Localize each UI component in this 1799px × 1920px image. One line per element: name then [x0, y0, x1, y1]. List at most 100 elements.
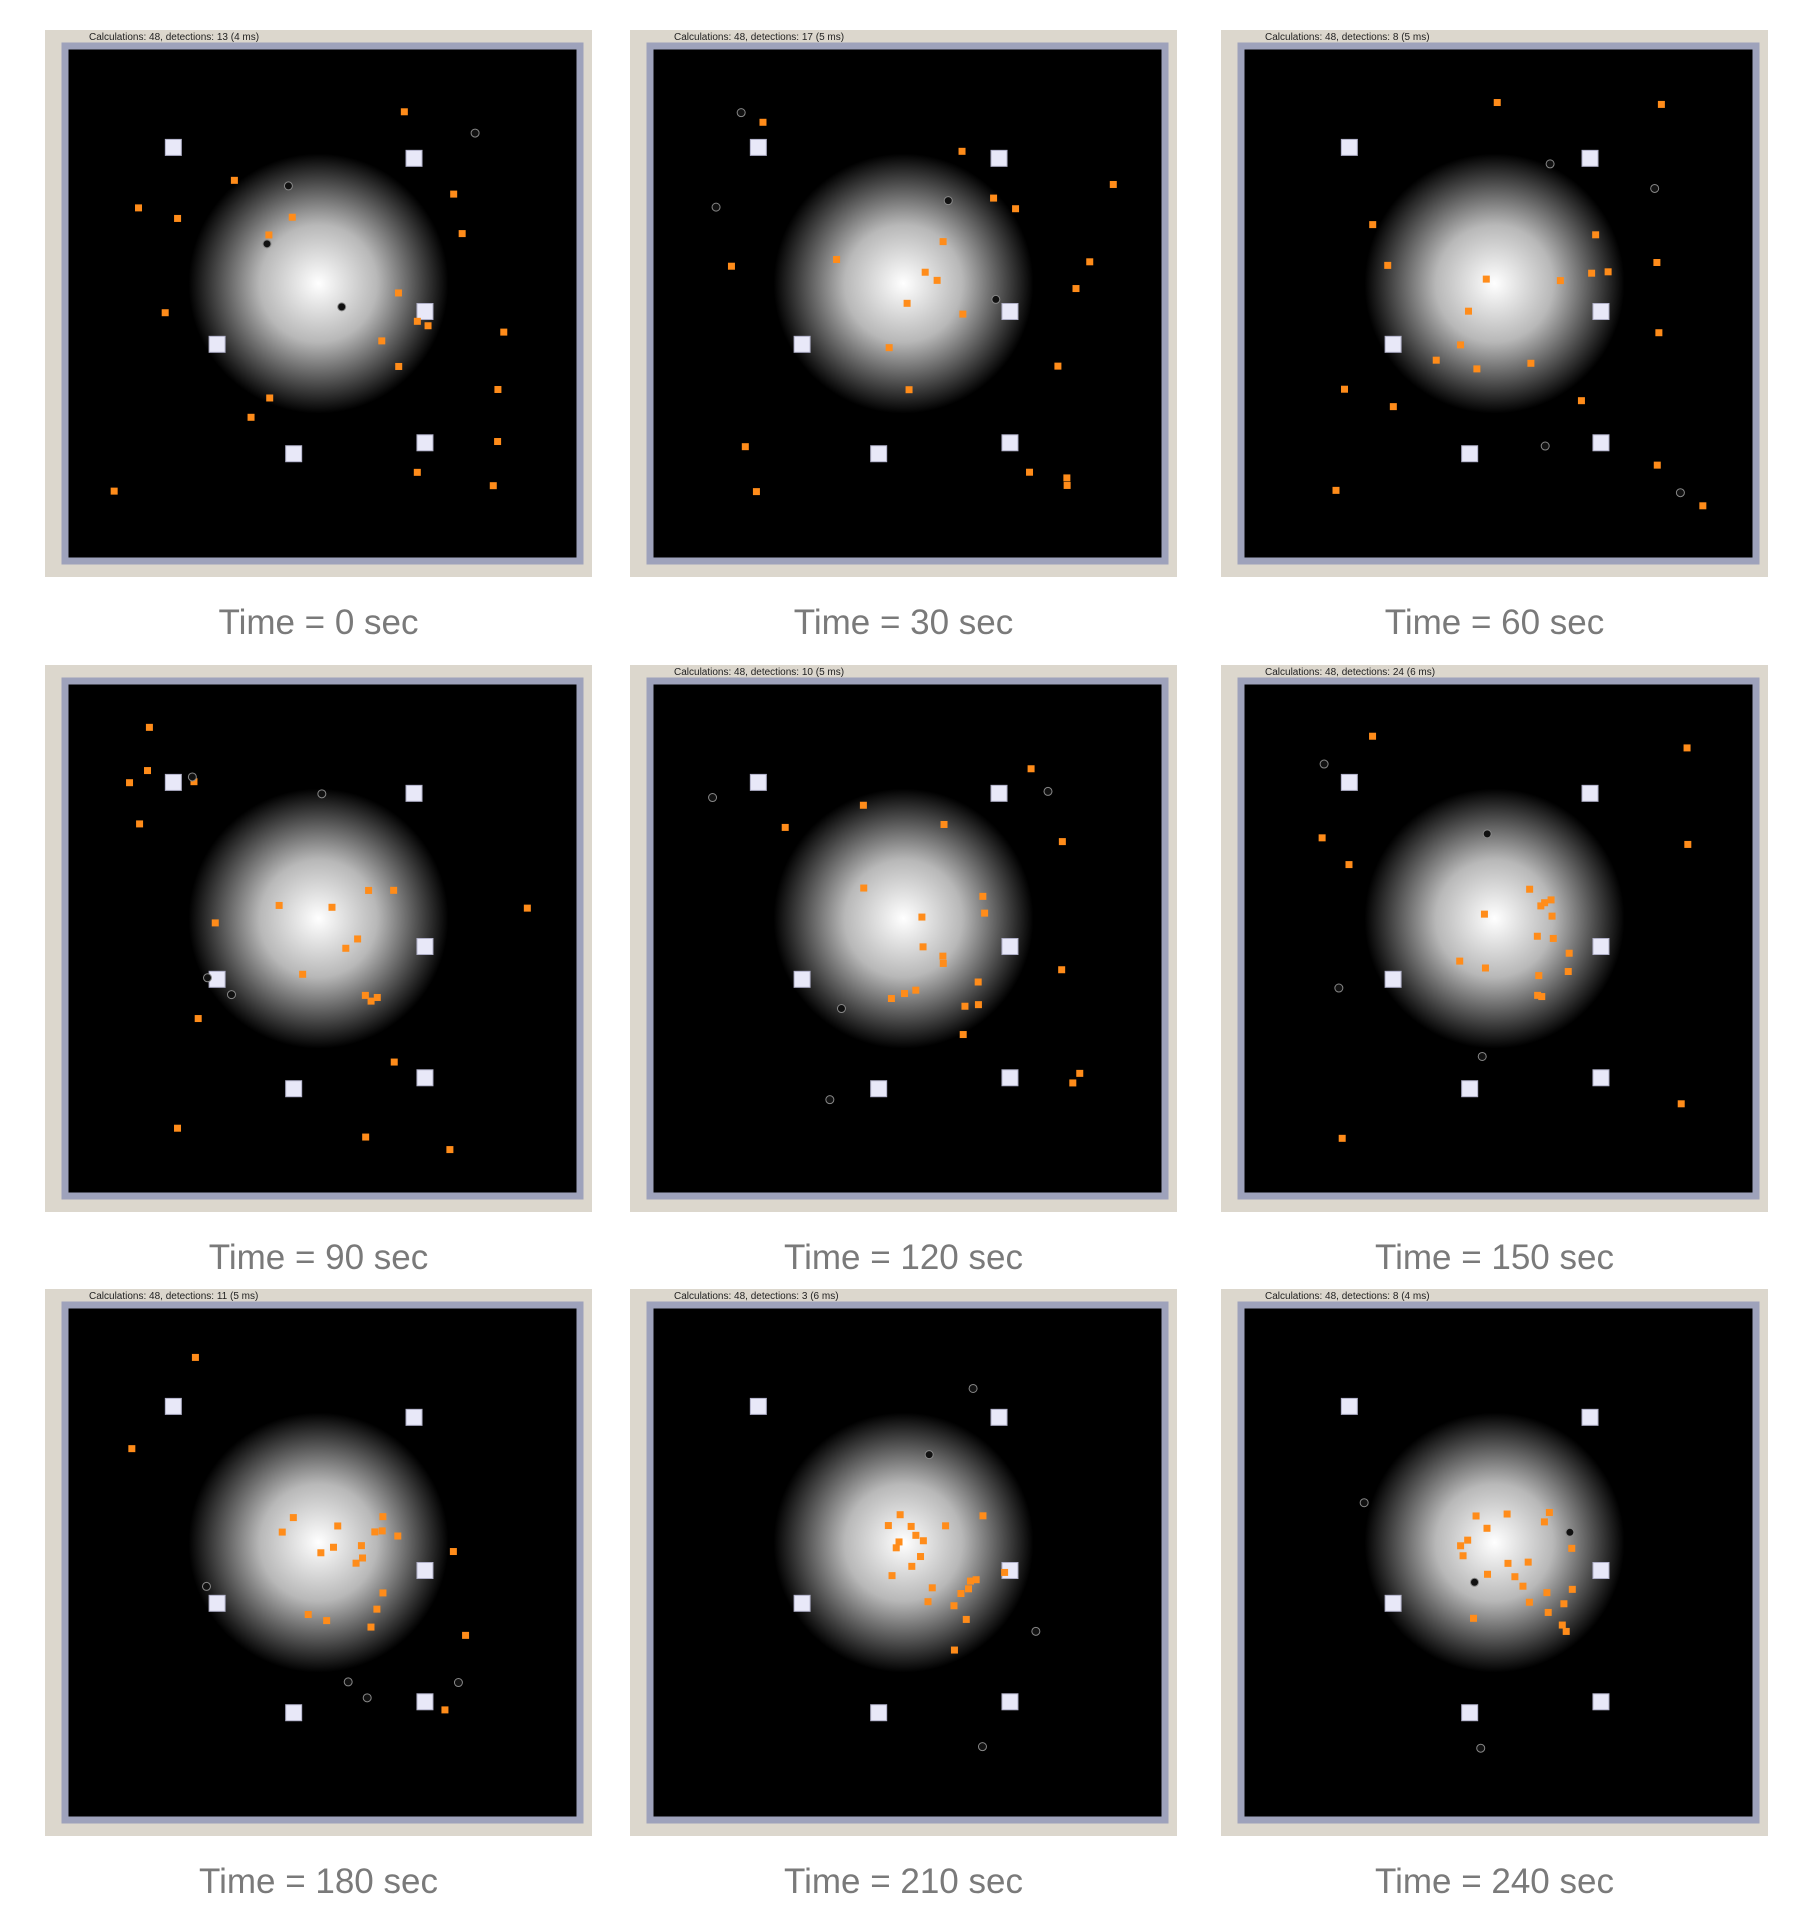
- obstacle-cube: [1592, 938, 1610, 955]
- robot: [1503, 1510, 1511, 1518]
- sensor-node: [736, 108, 746, 118]
- obstacle-cube: [405, 784, 423, 802]
- obstacle-cube: [285, 1704, 303, 1722]
- robot: [727, 262, 735, 270]
- robot: [859, 801, 867, 809]
- robot: [357, 1542, 365, 1550]
- robot: [190, 778, 198, 786]
- sensor-node: [711, 202, 721, 212]
- robot: [1464, 307, 1472, 315]
- robot: [289, 1514, 297, 1522]
- status-text: Calculations: 48, detections: 17 (5 ms): [674, 32, 844, 43]
- sensor-node: [1043, 786, 1053, 796]
- robot: [390, 886, 398, 894]
- time-caption: Time = 90 sec: [209, 1238, 429, 1277]
- obstacle-cube: [1592, 1693, 1610, 1711]
- time-caption: Time = 150 sec: [1375, 1238, 1614, 1277]
- obstacle-cube: [1340, 773, 1358, 791]
- robot: [446, 1146, 454, 1154]
- sensor-node: [343, 1677, 353, 1687]
- obstacle-cube: [1592, 1069, 1610, 1087]
- robot: [1058, 838, 1066, 846]
- robot: [1484, 1570, 1492, 1578]
- light-source: [188, 153, 449, 414]
- robot: [966, 1577, 974, 1585]
- robot: [1072, 285, 1080, 293]
- obstacle-cube: [870, 1704, 888, 1722]
- robot: [424, 322, 432, 330]
- robot: [959, 1031, 967, 1039]
- robot: [1332, 486, 1340, 494]
- robot: [908, 1562, 916, 1570]
- robot: [373, 993, 381, 1001]
- robot: [1568, 1544, 1576, 1552]
- panel: Calculations: 48, detections: 8 (4 ms) Ti…: [1221, 1289, 1768, 1901]
- robot: [1548, 912, 1556, 920]
- obstacle-cube: [164, 773, 182, 791]
- robot: [379, 1513, 387, 1521]
- robot: [1588, 269, 1596, 277]
- robot: [981, 909, 989, 917]
- obstacle-cube: [749, 138, 767, 156]
- obstacle-cube: [1384, 970, 1402, 988]
- robot: [1457, 341, 1465, 349]
- time-caption: Time = 210 sec: [784, 1862, 1023, 1901]
- time-caption: Time = 60 sec: [1385, 603, 1605, 642]
- sensor-node: [924, 1450, 934, 1460]
- sensor-node: [1476, 1743, 1486, 1753]
- obstacle-cube: [208, 335, 226, 353]
- robot: [919, 1537, 927, 1545]
- robot: [759, 118, 767, 126]
- robot: [1564, 968, 1572, 976]
- robot: [1340, 385, 1348, 393]
- sensor-node: [337, 302, 347, 312]
- robot: [278, 1528, 286, 1536]
- robot: [394, 289, 402, 297]
- time-caption: Time = 240 sec: [1375, 1862, 1614, 1901]
- robot: [450, 190, 458, 198]
- robot: [1012, 205, 1020, 213]
- robot: [1470, 1614, 1478, 1622]
- robot: [247, 413, 255, 421]
- robot: [174, 1124, 182, 1132]
- robot: [1699, 502, 1707, 510]
- robot: [1318, 834, 1326, 842]
- robot: [895, 1538, 903, 1546]
- robot: [1026, 468, 1034, 476]
- sensor-node: [201, 1581, 211, 1591]
- obstacle-cube: [416, 938, 434, 955]
- sensor-node: [968, 1383, 978, 1393]
- robot: [1483, 1524, 1491, 1532]
- robot: [1519, 1582, 1527, 1590]
- status-text: Calculations: 48, detections: 11 (5 ms): [89, 1291, 258, 1302]
- robot: [288, 213, 296, 221]
- robot: [489, 482, 497, 490]
- light-source: [1364, 153, 1625, 414]
- robot: [1058, 966, 1066, 974]
- robot: [230, 176, 238, 184]
- robot: [1345, 861, 1353, 869]
- robot: [1493, 99, 1501, 107]
- obstacle-cube: [285, 445, 303, 463]
- robot: [1541, 899, 1549, 907]
- robot: [1457, 1542, 1465, 1550]
- sensor-node: [1470, 1577, 1480, 1587]
- robot: [342, 944, 350, 952]
- robot: [1511, 1573, 1519, 1581]
- robot: [275, 901, 283, 909]
- robot: [933, 276, 941, 284]
- robot: [1063, 474, 1071, 482]
- time-caption: Time = 30 sec: [794, 603, 1014, 642]
- robot: [888, 1572, 896, 1580]
- sensor-node: [453, 1678, 463, 1688]
- obstacle-cube: [1340, 1397, 1358, 1415]
- obstacle-cube: [793, 335, 811, 353]
- robot: [1432, 356, 1440, 364]
- obstacle-cube: [1340, 138, 1358, 156]
- obstacle-cube: [990, 1408, 1008, 1426]
- robot: [907, 1522, 915, 1530]
- obstacle-cube: [793, 1594, 811, 1612]
- robot: [1527, 359, 1535, 367]
- robot: [940, 820, 948, 828]
- panel: Calculations: 48, detections: 8 (5 ms) Ti…: [1221, 30, 1768, 642]
